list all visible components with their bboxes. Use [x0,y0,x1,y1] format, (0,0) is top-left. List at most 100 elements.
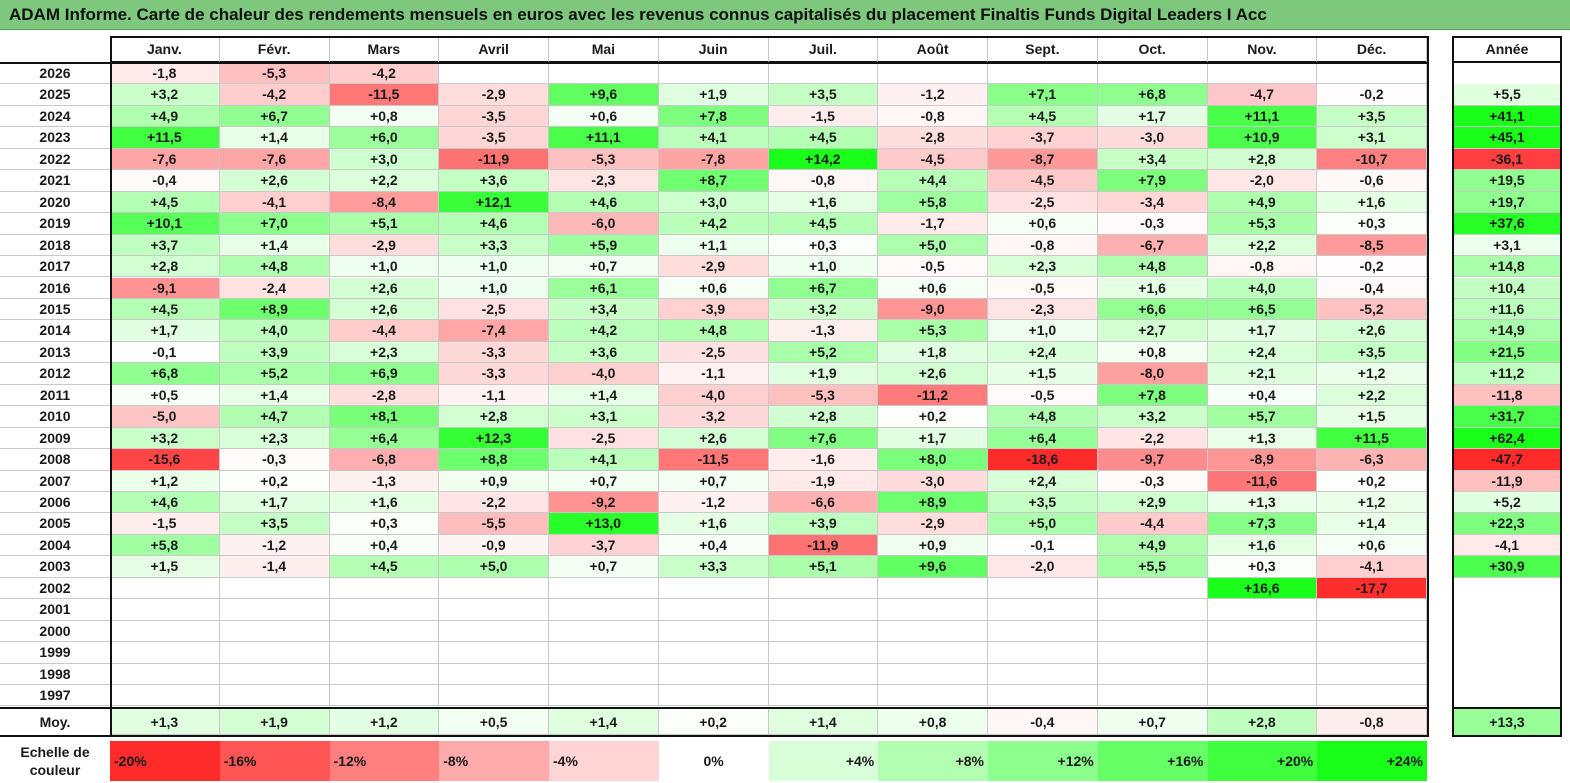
heatmap-cell: -3,4 [1097,191,1208,214]
heatmap-cell: -0,8 [768,170,879,192]
heatmap-cell: +3,1 [1317,127,1427,149]
heatmap-cell: -4,4 [1097,513,1208,535]
heatmap-cell: +2,3 [329,341,440,364]
heatmap-cell: +0,7 [549,556,659,578]
heatmap-cell: +2,2 [1207,234,1318,257]
heatmap-cell: +1,2 [110,470,220,492]
heatmap-cell [549,599,659,621]
heatmap-cell: +6,1 [549,277,659,299]
average-cell: +0,5 [439,708,549,735]
heatmap-cell: +11,1 [549,127,659,149]
heatmap-cell: -2,2 [1097,427,1208,450]
heatmap-cell: +4,1 [549,449,659,471]
heatmap-cell: -4,1 [219,191,330,214]
heatmap-cell: -2,4 [219,277,330,299]
heatmap-cell: +10,9 [1207,127,1318,149]
scale-swatch: +20% [1207,741,1318,781]
heatmap-cell: +0,3 [768,234,879,257]
heatmap-cell: +11,5 [1317,427,1427,450]
heatmap-cell: +1,0 [439,256,549,278]
heatmap-cell: +4,2 [658,213,769,235]
heatmap-cell: +1,6 [1097,277,1208,299]
heatmap-cell: -3,5 [439,105,549,128]
heatmap-cell: -1,2 [219,534,330,557]
heatmap-cell: +1,6 [329,492,440,514]
heatmap-cell: +6,4 [988,427,1098,450]
heatmap-cell: -8,5 [1317,234,1427,257]
heatmap-cell: +0,6 [1317,534,1427,557]
heatmap-cell: -8,4 [329,191,440,214]
heatmap-cell [988,620,1098,643]
annual-cell: +5,5 [1452,84,1562,106]
year-label: 2012 [0,363,110,385]
heatmap-cell [549,642,659,664]
heatmap-cell: +3,4 [549,298,659,321]
heatmap-cell: -4,0 [658,384,769,407]
heatmap-cell [549,685,659,707]
heatmap-cell: +3,4 [1097,148,1208,171]
heatmap-cell: +7,9 [1097,170,1208,192]
heatmap-cell: +4,9 [1207,191,1318,214]
heatmap-cell: +6,8 [1097,84,1208,106]
heatmap-cell: -8,9 [1207,449,1318,471]
heatmap-cell [219,599,330,621]
heatmap-cell [1097,620,1208,643]
average-cell: +1,2 [329,708,440,735]
heatmap-cell: +0,6 [878,277,988,299]
heatmap-cell: -9,1 [110,277,220,299]
heatmap-cell: +0,4 [1207,384,1318,407]
heatmap-cell: -2,5 [988,191,1098,214]
annual-cell [1452,599,1562,621]
heatmap-cell [329,577,440,600]
heatmap-cell: +12,3 [439,427,549,450]
annual-cell: +10,4 [1452,277,1562,299]
year-label: 2023 [0,127,110,149]
heatmap-cell: -0,8 [1207,256,1318,278]
heatmap-cell: -3,9 [658,298,769,321]
heatmap-cell: +4,5 [110,298,220,321]
heatmap-cell [768,663,879,686]
heatmap-cell: +6,5 [1207,298,1318,321]
heatmap-cell [658,685,769,707]
heatmap-cell [988,577,1098,600]
heatmap-cell: +9,6 [549,84,659,106]
heatmap-cell: -7,6 [219,148,330,171]
heatmap-cell [658,663,769,686]
heatmap-cell [768,577,879,600]
scale-label-line1: Echelle de [20,744,90,760]
scale-swatch: +24% [1317,741,1427,781]
heatmap-cell: -4,5 [988,170,1098,192]
month-header: Févr. [219,36,330,63]
heatmap-cell: +3,2 [110,84,220,106]
heatmap-cell: +1,6 [1317,191,1427,214]
heatmap-cell: +16,6 [1207,577,1318,600]
heatmap-cell: +4,6 [549,191,659,214]
heatmap-cell [988,685,1098,707]
heatmap-cell: +1,4 [219,384,330,407]
heatmap-cell: +1,5 [1317,406,1427,428]
heatmap-cell: -4,2 [219,84,330,106]
heatmap-cell: +3,9 [219,341,330,364]
heatmap-cell: +0,7 [549,470,659,492]
annual-cell [1452,685,1562,707]
year-label: 2016 [0,278,110,299]
heatmap-cell [878,620,988,643]
month-header: Mars [329,36,440,63]
heatmap-cell: +2,6 [329,277,440,299]
heatmap-cell: +4,0 [1207,277,1318,299]
annual-cell: +3,1 [1452,234,1562,257]
heatmap-cell: -1,3 [768,320,879,342]
year-label: 2026 [0,63,110,85]
annual-cell: -11,8 [1452,384,1562,407]
heatmap-cell: +2,1 [1207,363,1318,385]
heatmap-cell: +1,7 [219,492,330,514]
month-header: Juil. [768,36,879,63]
year-label: 1998 [0,664,110,686]
heatmap-cell [549,577,659,600]
heatmap-cell [658,63,769,85]
year-label: 2020 [0,192,110,214]
heatmap-cell [439,599,549,621]
heatmap-cell [219,663,330,686]
heatmap-cell [878,663,988,686]
heatmap-cell: -2,5 [439,298,549,321]
